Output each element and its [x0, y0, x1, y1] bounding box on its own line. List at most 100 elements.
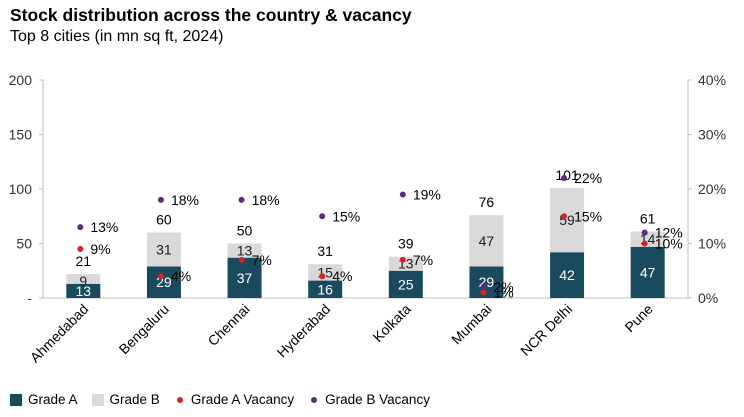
point-grade-a-vacancy [319, 273, 326, 280]
data-label-grade-b-vacancy: 18% [171, 192, 199, 208]
point-grade-a-vacancy [480, 289, 487, 296]
data-label-grade-b-vacancy: 13% [90, 219, 118, 235]
data-label-grade-b: 13 [237, 243, 253, 259]
y-right-tick-label: 30% [698, 127, 726, 143]
legend-grade-b: Grade B [91, 392, 160, 407]
point-grade-b-vacancy [238, 196, 245, 203]
data-label-grade-b-vacancy: 15% [332, 208, 360, 224]
legend-grade-b-vacancy-swatch [311, 396, 318, 403]
y-right-tick-label: 10% [698, 236, 726, 252]
legend-grade-a: Grade A [10, 392, 78, 407]
bar-grade-b [227, 243, 262, 258]
legend-grade-b-label: Grade B [109, 392, 160, 407]
data-label-total: 76 [479, 194, 495, 210]
legend-grade-a-swatch [10, 393, 22, 406]
data-label-grade-a: 37 [237, 270, 253, 286]
data-label-grade-b: 9 [79, 273, 87, 289]
point-grade-a-vacancy [641, 240, 648, 247]
bar-grade-a [469, 266, 504, 298]
data-label-grade-b-vacancy: 12% [655, 225, 683, 241]
data-label-grade-a: 25 [398, 276, 414, 292]
y-right-tick-label: 40% [698, 72, 726, 88]
data-label-grade-a-vacancy: 7% [252, 252, 272, 268]
data-label-total: 31 [317, 243, 333, 259]
data-label-grade-a: 47 [640, 264, 656, 280]
point-grade-b-vacancy [561, 175, 568, 182]
data-label-grade-a-vacancy: 9% [90, 241, 110, 257]
y-left-tick-label: 200 [9, 72, 33, 88]
data-label-grade-b-vacancy: 2% [493, 279, 513, 295]
legend-grade-a-label: Grade A [28, 392, 78, 407]
y-left-tick-label: - [27, 290, 32, 306]
x-tick-label: NCR Delhi [517, 301, 575, 359]
data-label-grade-a: 16 [317, 281, 333, 297]
data-label-grade-b: 13 [398, 256, 414, 272]
data-label-grade-b: 59 [559, 212, 575, 228]
data-label-total: 50 [237, 223, 253, 239]
point-grade-b-vacancy [641, 229, 648, 236]
data-label-grade-b: 15 [317, 264, 333, 280]
bar-grade-b [146, 232, 181, 267]
bar-grade-a [630, 246, 665, 298]
data-label-grade-a-vacancy: 7% [413, 252, 433, 268]
point-grade-a-vacancy [77, 245, 84, 252]
y-left-tick-label: 150 [9, 127, 33, 143]
bar-grade-a [66, 283, 101, 298]
bar-grade-a [227, 257, 262, 298]
data-label-grade-a: 13 [76, 283, 92, 299]
data-label-grade-b-vacancy: 22% [574, 170, 602, 186]
bar-grade-a [388, 270, 423, 298]
data-label-grade-b: 31 [156, 241, 172, 257]
x-tick-label: Chennai [204, 301, 252, 349]
x-tick-label: Kolkata [370, 301, 414, 345]
point-grade-b-vacancy [77, 224, 84, 231]
data-label-total: 21 [76, 253, 92, 269]
point-grade-a-vacancy [561, 213, 568, 220]
point-grade-b-vacancy [399, 191, 406, 198]
point-grade-a-vacancy [238, 256, 245, 263]
bar-grade-b [388, 256, 423, 271]
bar-grade-a [550, 252, 585, 298]
legend-grade-b-vacancy: Grade B Vacancy [308, 392, 430, 407]
data-label-grade-b-vacancy: 18% [252, 192, 280, 208]
legend-grade-a-vacancy-swatch [176, 396, 183, 403]
data-label-grade-b-vacancy: 19% [413, 186, 441, 202]
bar-grade-b [630, 231, 665, 247]
point-grade-a-vacancy [157, 273, 164, 280]
y-right-tick-label: 20% [698, 181, 726, 197]
data-label-total: 39 [398, 236, 414, 252]
x-tick-label: Mumbai [448, 301, 495, 348]
data-label-grade-a-vacancy: 15% [574, 208, 602, 224]
data-label-total: 60 [156, 212, 172, 228]
legend-grade-b-vacancy-label: Grade B Vacancy [325, 392, 430, 407]
bar-grade-b [550, 187, 585, 253]
data-label-grade-b: 47 [479, 233, 495, 249]
legend-grade-a-vacancy-label: Grade A Vacancy [190, 392, 295, 407]
point-grade-b-vacancy [480, 284, 487, 291]
data-label-grade-a: 42 [559, 267, 575, 283]
bar-grade-a [146, 266, 181, 298]
point-grade-b-vacancy [157, 196, 164, 203]
data-label-grade-a-vacancy: 10% [655, 236, 683, 252]
data-label-grade-a-vacancy: 4% [332, 268, 352, 284]
legend: Grade A Grade B Grade A Vacancy Grade B … [10, 392, 444, 407]
bar-grade-a [308, 280, 343, 298]
legend-grade-b-swatch [91, 393, 104, 406]
data-label-grade-a-vacancy: 4% [171, 268, 191, 284]
y-right-tick-label: 0% [698, 290, 718, 306]
chart-title: Stock distribution across the country & … [10, 5, 412, 25]
x-tick-label: Hyderabad [274, 301, 334, 361]
bar-grade-b [66, 274, 101, 284]
bar-grade-b [469, 215, 504, 267]
bar-grade-b [308, 264, 343, 281]
legend-grade-a-vacancy: Grade A Vacancy [174, 392, 294, 407]
y-left-tick-label: 100 [9, 181, 33, 197]
point-grade-b-vacancy [319, 213, 326, 220]
x-tick-label: Bengaluru [116, 301, 172, 357]
x-tick-label: Ahmedabad [27, 301, 92, 366]
chart-subtitle: Top 8 cities (in mn sq ft, 2024) [10, 28, 224, 45]
point-grade-a-vacancy [399, 256, 406, 263]
y-left-tick-label: 50 [16, 236, 32, 252]
data-label-total: 61 [640, 211, 656, 227]
